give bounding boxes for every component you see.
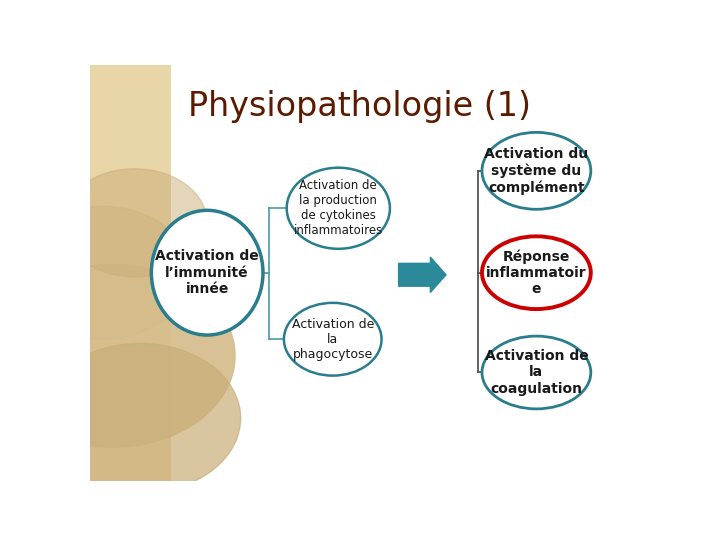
FancyArrow shape	[399, 257, 446, 293]
Text: Activation de
la
coagulation: Activation de la coagulation	[485, 349, 588, 396]
Ellipse shape	[287, 168, 390, 249]
Text: Activation de
l’immunité
innée: Activation de l’immunité innée	[156, 249, 259, 296]
Text: Réponse
inflammatoir
e: Réponse inflammatoir e	[486, 249, 587, 296]
Ellipse shape	[284, 303, 382, 376]
Text: Activation de
la
phagocytose: Activation de la phagocytose	[292, 318, 374, 361]
FancyBboxPatch shape	[90, 65, 171, 481]
Circle shape	[40, 343, 240, 493]
Circle shape	[0, 265, 235, 447]
Text: Activation du
système du
complément: Activation du système du complément	[485, 147, 588, 194]
Text: Activation de
la production
de cytokines
inflammatoires: Activation de la production de cytokines…	[294, 179, 383, 237]
Circle shape	[12, 206, 190, 339]
Ellipse shape	[482, 237, 591, 309]
Circle shape	[62, 168, 207, 277]
Ellipse shape	[482, 132, 591, 210]
Ellipse shape	[151, 210, 263, 335]
Text: Physiopathologie (1): Physiopathologie (1)	[188, 90, 531, 123]
Ellipse shape	[482, 336, 591, 409]
